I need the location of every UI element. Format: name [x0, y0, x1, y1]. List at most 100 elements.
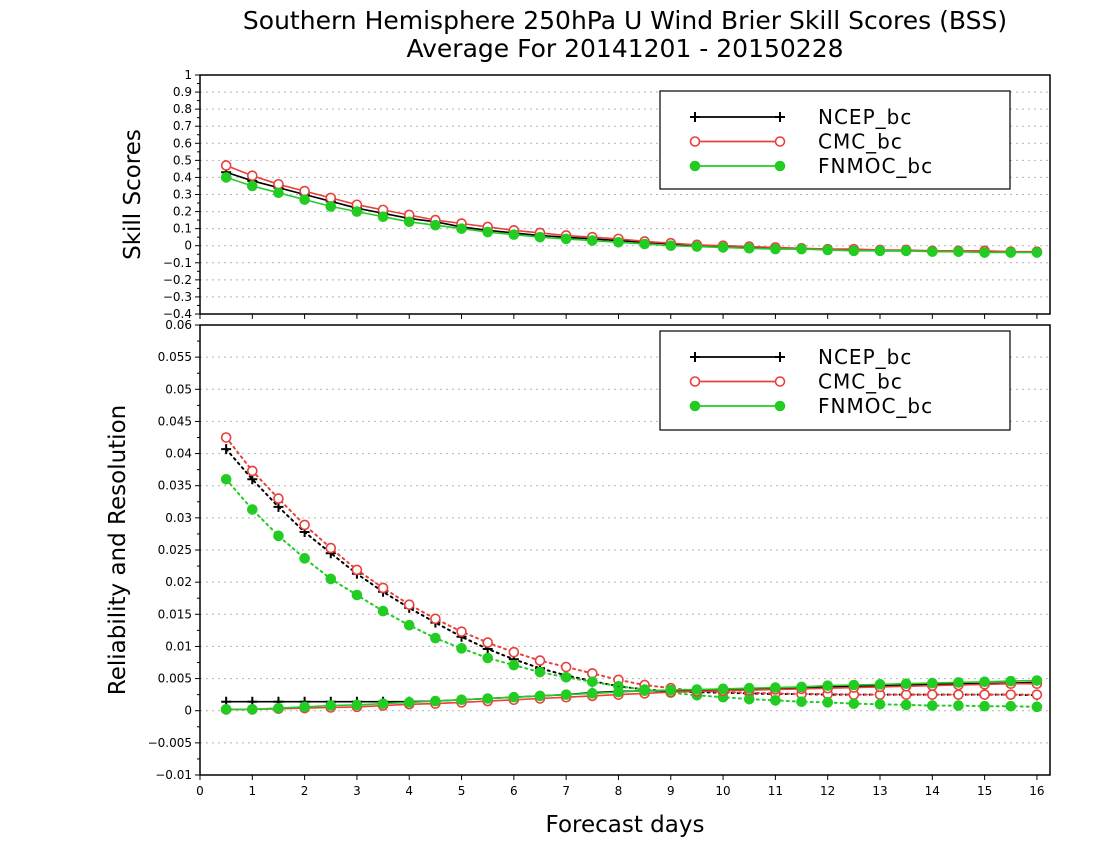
- panel-2: −0.01 −0.005 0 0.005 0.01 0.015 0.02 0.025 0.03 0…: [105, 318, 1051, 798]
- chart-title-line2: Average For 20141201 - 20150228: [406, 34, 843, 63]
- panel-2-series-cmc-bc-reliability-point: [325, 542, 337, 554]
- panel-2-x-tick-label: 12: [820, 784, 835, 798]
- panel-1-legend-marker: [690, 112, 700, 122]
- panel-2-y-tick-label: 0.05: [165, 382, 192, 396]
- panel-1-legend-marker: [775, 112, 785, 122]
- panel-1-series-fnmoc-bc-point: [927, 246, 938, 257]
- panel-2-series-fnmoc-bc-resolution-point: [456, 694, 467, 706]
- panel-2-frame: [199, 324, 1051, 776]
- panel-2-series-ncep-bc-reliability: [221, 444, 1042, 701]
- panel-2-series-cmc-bc-reliability-point: [299, 519, 310, 531]
- panel-2-series-fnmoc-bc-resolution: [220, 675, 1043, 715]
- panel-2-x-tick-label: 8: [615, 784, 623, 798]
- panel-2-y-tick-label: 0.025: [158, 543, 192, 557]
- panel-1-series-fnmoc-bc-point: [587, 235, 598, 246]
- panel-1-legend-entry-cmc-bc: CMC_bc: [689, 130, 902, 154]
- panel-1-series-fnmoc-bc-point: [299, 194, 310, 205]
- panel-2-legend-marker: [774, 400, 786, 412]
- panel-2-series-fnmoc-bc-reliability-point: [220, 473, 232, 485]
- panel-2-series-fnmoc-bc-resolution-point: [927, 677, 938, 689]
- panel-1-series-cmc-bc-point: [247, 170, 258, 182]
- panel-2-legend-entry-cmc-bc: CMC_bc: [689, 370, 903, 394]
- panel-2-series-cmc-bc-reliability: [220, 432, 1043, 700]
- panel-2-series-fnmoc-bc-reliability-point: [979, 700, 990, 712]
- panel-2-series-cmc-bc-reliability-point: [430, 613, 441, 625]
- panel-2-x-tick-label: 14: [925, 784, 940, 798]
- panel-2-series-fnmoc-bc-resolution-point: [665, 684, 677, 696]
- panel-1-frame: [199, 74, 1051, 315]
- panel-1-series-fnmoc-bc-point: [482, 226, 493, 238]
- panel-1-series-fnmoc-bc-point: [822, 244, 833, 256]
- panel-2-y-tick-label: 0.035: [158, 479, 192, 493]
- panel-2-x-tick-label: 7: [562, 784, 570, 798]
- panel-1: −0.4 −0.3 −0.2 −0.1 0 0.1 0.2 0.3 0.4 0.5 0.6 0.7 0.…: [120, 68, 1051, 321]
- panel-1-legend-entry-ncep-bc: NCEP_bc: [690, 105, 912, 129]
- panel-1-y-tick-label: 0.3: [173, 188, 192, 202]
- panel-1-legend-marker: [689, 160, 701, 172]
- panel-1-legend-entry-fnmoc-bc: FNMOC_bc: [689, 154, 932, 178]
- panel-1-y-tick-label: 0.8: [173, 102, 192, 116]
- panel-2-legend-label: FNMOC_bc: [818, 394, 933, 418]
- panel-2-series-fnmoc-bc-resolution-point: [822, 680, 833, 691]
- panel-2-legend-marker: [774, 376, 786, 387]
- panel-2-series-fnmoc-bc-reliability-point: [430, 632, 441, 644]
- panel-2-series-cmc-bc-reliability-point: [1031, 689, 1043, 700]
- panel-2-legend-label: CMC_bc: [818, 370, 903, 394]
- panel-2-series-fnmoc-bc-resolution-point: [874, 679, 886, 690]
- panel-1-series-fnmoc-bc-point: [665, 240, 677, 252]
- panel-2-series-fnmoc-bc-resolution-point: [482, 693, 493, 704]
- panel-2-series-fnmoc-bc-resolution-point: [796, 681, 807, 693]
- panel-2-series-fnmoc-bc-reliability-point: [796, 696, 807, 708]
- panel-2-series-fnmoc-bc-reliability-point: [560, 671, 572, 683]
- panel-1-legend-label: NCEP_bc: [818, 105, 912, 129]
- panel-1-series-cmc-bc-point: [325, 192, 337, 204]
- panel-2-x-tick-label: 2: [301, 784, 309, 798]
- panel-2-series-cmc-bc-reliability-point: [456, 626, 467, 637]
- panel-2-y-tick-label: 0.06: [165, 318, 192, 332]
- panel-1-series-cmc-bc-point: [273, 178, 284, 190]
- panel-1-series-fnmoc-bc-point: [953, 246, 964, 257]
- panel-2-series-fnmoc-bc-resolution-point: [953, 677, 964, 688]
- panel-2-series-fnmoc-bc-resolution-point: [247, 704, 258, 715]
- panel-2-series-fnmoc-bc-reliability-point: [927, 700, 938, 711]
- panel-2-series-fnmoc-bc-reliability-point: [1031, 701, 1043, 713]
- panel-2-legend-marker: [689, 400, 701, 412]
- panel-2-y-tick-label: 0.04: [165, 447, 192, 461]
- panel-1-y-tick-label: 0.9: [173, 85, 192, 99]
- panel-1-series-fnmoc-bc-point: [508, 229, 520, 240]
- panel-2-series-fnmoc-bc-reliability-point: [299, 553, 310, 564]
- panel-1-series-fnmoc-bc-point: [403, 216, 415, 228]
- panel-2-series-fnmoc-bc-reliability-point: [534, 666, 546, 678]
- panel-1-series-fnmoc-bc-point: [247, 180, 258, 192]
- chart-title-line1: Southern Hemisphere 250hPa U Wind Brier …: [243, 6, 1007, 35]
- panel-2-x-tick-label: 1: [248, 784, 256, 798]
- panel-2-y-tick-label: 0.015: [158, 607, 192, 621]
- panel-1-series-fnmoc-bc-point: [534, 231, 546, 243]
- panel-2-legend-marker: [689, 376, 701, 387]
- panel-1-series-fnmoc-bc-point: [351, 206, 363, 217]
- panel-1-y-tick-label: 0.6: [173, 136, 192, 150]
- panel-1-y-tick-label: 0.4: [173, 170, 192, 184]
- panel-2-series-fnmoc-bc-resolution-point: [220, 704, 232, 715]
- panel-1-series-cmc-bc-point: [299, 185, 310, 197]
- chart-panels: −0.4 −0.3 −0.2 −0.1 0 0.1 0.2 0.3 0.4 0.5 0.6 0.7 0.…: [105, 68, 1051, 798]
- panel-2-series-cmc-bc-reliability-point: [273, 493, 284, 504]
- panel-2-x-tick-label: 13: [872, 784, 887, 798]
- panel-2-series-fnmoc-bc-resolution-point: [377, 698, 389, 709]
- panel-2-series-cmc-bc-reliability-point: [377, 582, 389, 594]
- panel-1-y-tick-label: −0.2: [163, 273, 192, 287]
- panel-2-series-cmc-bc-reliability-point: [247, 465, 258, 477]
- panel-2-series-fnmoc-bc-resolution-point: [299, 701, 310, 713]
- panel-1-y-tick-label: 0.7: [173, 119, 192, 133]
- panel-1-legend-marker: [689, 136, 701, 147]
- panel-1-series-cmc-bc-point: [220, 160, 232, 171]
- panel-2-legend-entry-fnmoc-bc: FNMOC_bc: [689, 394, 933, 418]
- panel-1-legend-marker: [774, 136, 786, 147]
- panel-2-series-fnmoc-bc-resolution-point: [717, 683, 729, 695]
- panel-1-y-tick-label: 0: [184, 239, 192, 253]
- panel-2-x-tick-label: 3: [353, 784, 361, 798]
- panel-2-series-fnmoc-bc-reliability-point: [953, 700, 964, 711]
- panel-2-series-cmc-bc-reliability-point: [534, 655, 546, 666]
- panel-1-series-fnmoc-bc: [220, 172, 1043, 258]
